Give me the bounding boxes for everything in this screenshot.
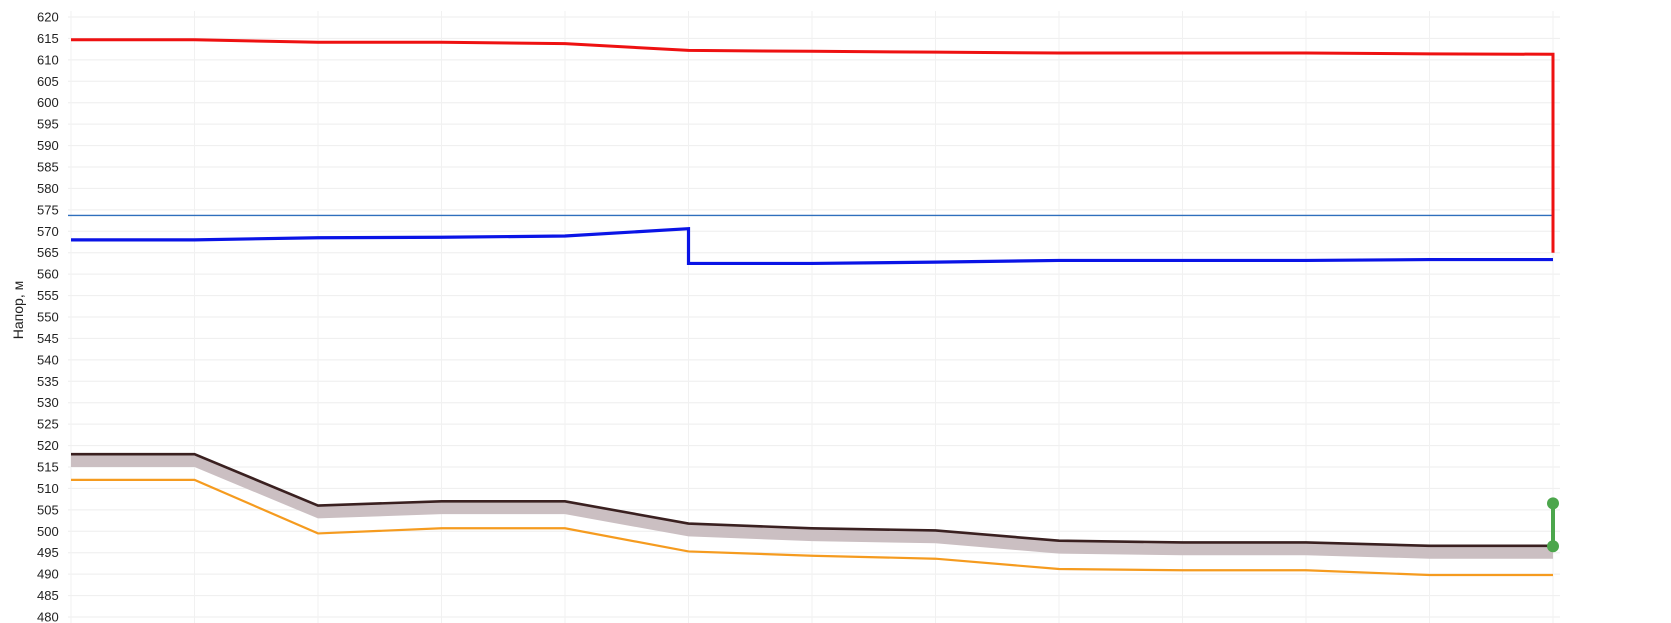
y-tick-label: 590 xyxy=(37,138,59,153)
series-ground-top-line xyxy=(71,452,1553,548)
y-tick-label: 570 xyxy=(37,224,59,239)
y-tick-label: 530 xyxy=(37,395,59,410)
y-tick-label: 575 xyxy=(37,202,59,217)
y-tick-label: 560 xyxy=(37,267,59,282)
marker-group xyxy=(1547,497,1559,553)
y-tick-label: 525 xyxy=(37,417,59,432)
y-axis-label: Напор, м xyxy=(10,281,26,339)
y-tick-label: 500 xyxy=(37,524,59,539)
y-tick-label: 505 xyxy=(37,502,59,517)
y-tick-label: 535 xyxy=(37,374,59,389)
series-group xyxy=(68,38,1555,577)
marker-point-bottom xyxy=(1547,540,1559,553)
y-tick-label: 605 xyxy=(37,74,59,89)
y-tick-label: 495 xyxy=(37,545,59,560)
series-red-line xyxy=(71,38,1555,253)
y-axis-ticks: 620 615 610 605 600 595 590 585 580 575 570 565 560 5… xyxy=(37,10,59,623)
y-tick-label: 555 xyxy=(37,288,59,303)
y-tick-label: 485 xyxy=(37,588,59,603)
y-tick-label: 490 xyxy=(37,567,59,582)
y-tick-label: 510 xyxy=(37,481,59,496)
marker-point-top xyxy=(1547,497,1559,510)
series-blue-line xyxy=(71,227,1553,266)
y-tick-label: 595 xyxy=(37,117,59,132)
y-tick-label: 615 xyxy=(37,31,59,46)
y-tick-label: 480 xyxy=(37,610,59,623)
y-tick-label: 520 xyxy=(37,438,59,453)
series-orange-line xyxy=(71,478,1553,577)
y-tick-label: 620 xyxy=(37,10,59,25)
y-tick-label: 600 xyxy=(37,95,59,110)
y-tick-label: 580 xyxy=(37,181,59,196)
y-tick-label: 540 xyxy=(37,352,59,367)
y-tick-label: 550 xyxy=(37,310,59,325)
y-tick-label: 585 xyxy=(37,160,59,175)
y-tick-label: 545 xyxy=(37,331,59,346)
y-tick-label: 515 xyxy=(37,460,59,475)
y-tick-label: 565 xyxy=(37,245,59,260)
y-tick-label: 610 xyxy=(37,52,59,67)
